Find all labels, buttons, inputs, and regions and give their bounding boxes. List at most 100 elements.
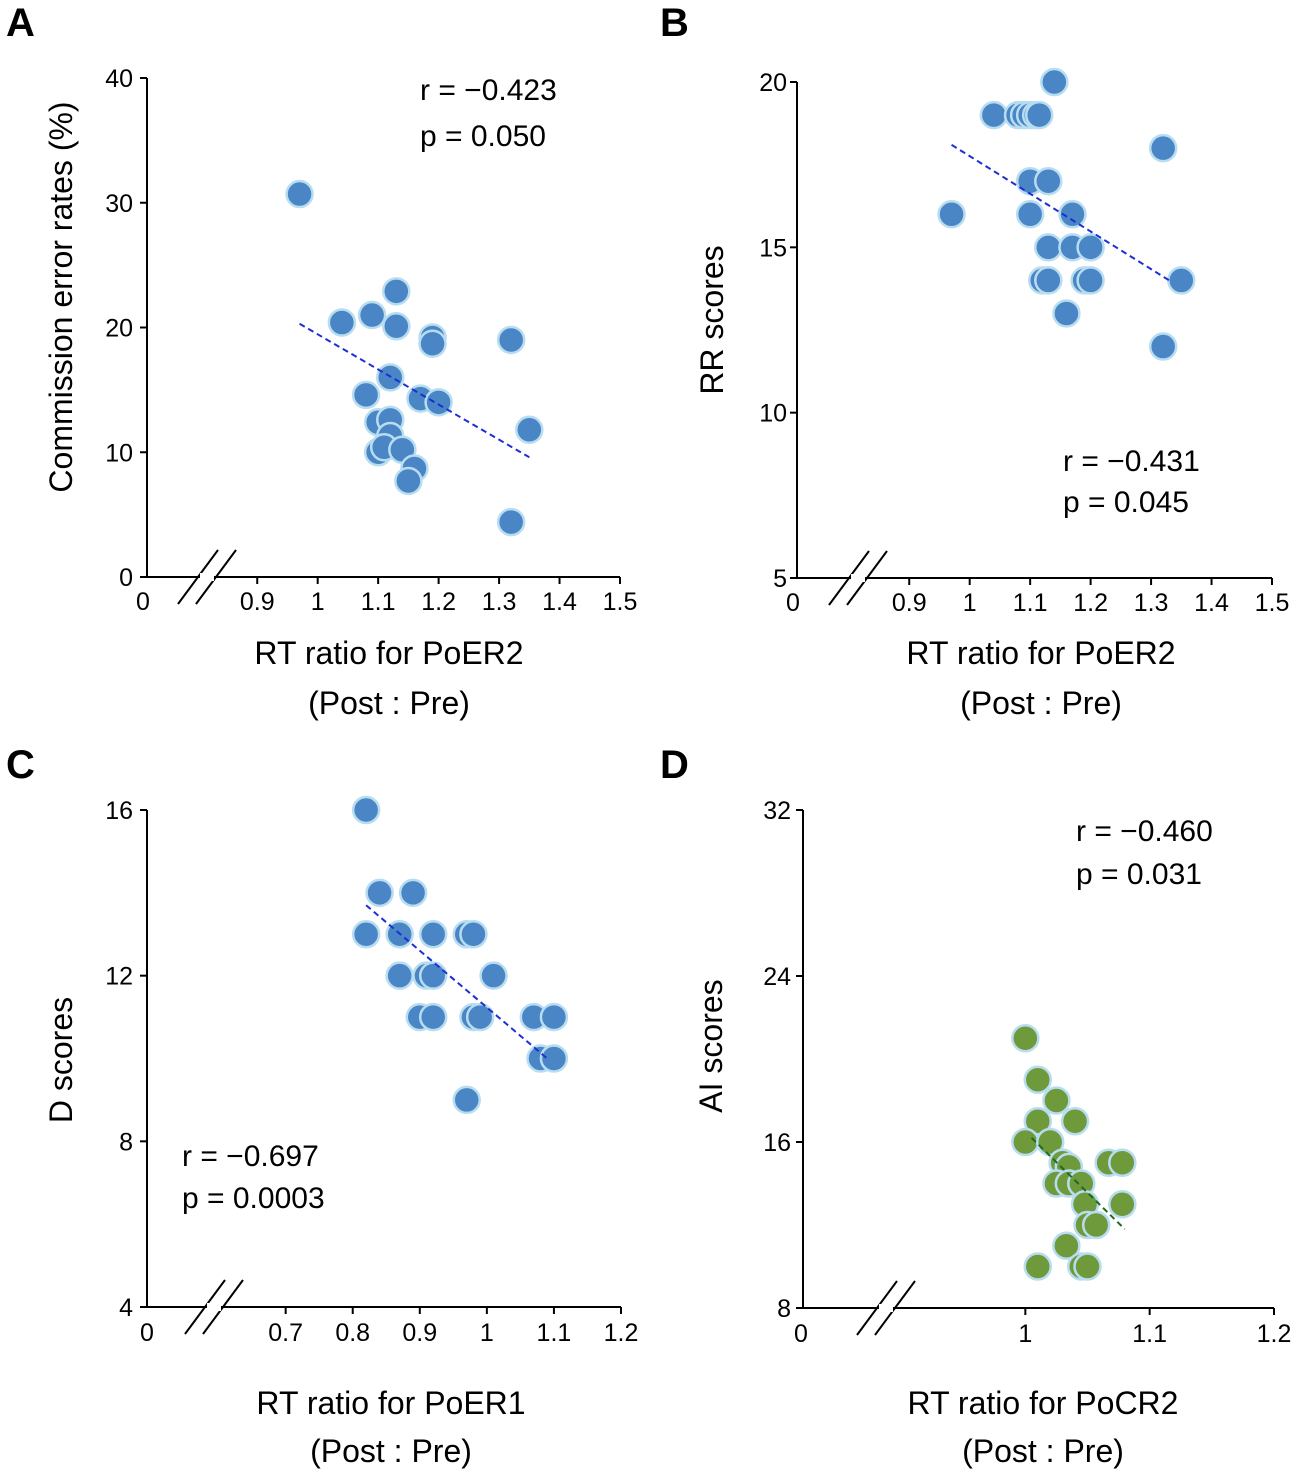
data-point [1034, 233, 1063, 262]
data-point [1076, 233, 1105, 262]
x-tick-label: 1 [963, 589, 977, 617]
axis-break-gap [879, 1304, 893, 1312]
x-axis-subtitle: (Post : Pre) [962, 1433, 1124, 1469]
data-point [1023, 1252, 1053, 1281]
data-point [365, 878, 394, 908]
x-tick-label: 1.1 [1132, 1320, 1167, 1348]
x-tick-label: 0.9 [892, 589, 927, 617]
x-tick-label: 1.2 [421, 588, 456, 616]
x-tick-label: 0 [136, 588, 150, 616]
x-tick-label: 1.2 [1257, 1320, 1292, 1348]
panel-c: C 4 8 12 16 0 0.7 0.8 0.9 1 1.1 1.2 RT ratio for PoE… [6, 743, 638, 1469]
data-point [937, 200, 966, 229]
data-point [1052, 1231, 1081, 1260]
stat-p: p = 0.045 [1063, 486, 1189, 519]
data-point [424, 388, 453, 417]
data-points [1011, 1024, 1137, 1281]
stat-r: r = −0.431 [1063, 445, 1200, 478]
stat-p: p = 0.0003 [182, 1182, 325, 1215]
x-tick-label: 1.1 [1013, 589, 1048, 617]
panel-letter: A [6, 1, 35, 45]
data-point [452, 1085, 481, 1115]
data-point [496, 325, 526, 355]
data-points [937, 67, 1196, 361]
y-tick-label: 4 [119, 1294, 133, 1322]
axis-break-gap [200, 573, 214, 581]
y-tick-label: 20 [105, 315, 133, 343]
x-tick-label: 1.1 [537, 1319, 572, 1347]
data-point [1023, 1065, 1053, 1094]
data-point [1060, 1107, 1090, 1136]
data-point [285, 179, 314, 209]
y-tick-label: 32 [763, 797, 791, 825]
x-axis-subtitle: (Post : Pre) [310, 1433, 472, 1469]
axis-break-mark [184, 1279, 226, 1335]
axis-break-mark [202, 1279, 244, 1335]
x-tick-label: 0 [140, 1319, 154, 1347]
x-axis-subtitle: (Post : Pre) [308, 685, 470, 721]
data-point [1108, 1190, 1137, 1219]
regression-line [1030, 1137, 1126, 1230]
axis-break-mark [177, 549, 219, 605]
data-point [1167, 266, 1196, 295]
axis-break-gap [851, 574, 865, 582]
stat-p: p = 0.050 [420, 120, 546, 153]
data-point [351, 795, 381, 825]
panel-letter: B [660, 1, 689, 45]
data-point [1042, 1086, 1071, 1115]
data-point [1015, 200, 1045, 229]
data-point [1058, 200, 1087, 229]
y-tick-label: 8 [777, 1295, 791, 1323]
x-tick-label: 1 [1018, 1320, 1032, 1348]
axis-break-mark [856, 1280, 898, 1336]
x-tick-label: 1.5 [603, 588, 638, 616]
data-point [398, 878, 428, 908]
panel-letter: D [660, 743, 689, 787]
panel-d: D 8 16 24 32 0 1 1.1 1.2 RT ratio for PoCR2 (Post … [660, 743, 1291, 1469]
data-point [1148, 332, 1178, 361]
data-point [465, 1002, 495, 1032]
y-tick-label: 24 [763, 963, 791, 991]
data-point [1023, 1107, 1053, 1136]
x-tick-label: 1.1 [361, 588, 396, 616]
x-tick-label: 0.8 [335, 1319, 370, 1347]
data-point [539, 1002, 569, 1032]
data-point [418, 329, 447, 358]
regression-line [299, 322, 530, 459]
stat-r: r = −0.460 [1076, 815, 1213, 848]
data-point [418, 961, 448, 990]
axis-break-mark [874, 1280, 916, 1336]
axis-break-mark [195, 549, 237, 605]
data-point [351, 920, 381, 949]
y-tick-label: 12 [105, 963, 133, 991]
y-axis-title: RR scores [694, 245, 730, 394]
y-tick-label: 30 [105, 190, 133, 218]
panel-letter: C [6, 743, 35, 787]
x-tick-label: 0.7 [268, 1319, 303, 1347]
data-point [418, 920, 448, 949]
axis-break-mark [846, 550, 888, 606]
x-tick-label: 1.3 [482, 588, 517, 616]
y-tick-label: 40 [105, 65, 133, 93]
y-axis-title: Commission error rates (%) [43, 101, 79, 492]
y-axis-title: D scores [43, 997, 79, 1123]
x-tick-label: 1.5 [1255, 589, 1290, 617]
data-point [382, 312, 411, 341]
x-axis-title: RT ratio for PoER1 [256, 1385, 525, 1421]
data-point [1073, 1252, 1102, 1281]
data-point [351, 380, 381, 410]
axis-break-gap [207, 1303, 221, 1311]
regression-line [951, 143, 1170, 282]
y-tick-label: 16 [763, 1129, 791, 1157]
y-tick-label: 16 [105, 797, 133, 825]
stat-r: r = −0.423 [420, 74, 557, 107]
x-tick-label: 1.4 [1194, 589, 1229, 617]
y-tick-label: 10 [105, 439, 133, 467]
y-tick-label: 8 [119, 1128, 133, 1156]
data-point [327, 308, 357, 337]
x-axis-title: RT ratio for PoCR2 [908, 1385, 1179, 1421]
data-point [1024, 100, 1054, 130]
data-point [459, 920, 488, 949]
y-tick-label: 5 [773, 565, 787, 593]
x-tick-label: 1.2 [1073, 589, 1108, 617]
